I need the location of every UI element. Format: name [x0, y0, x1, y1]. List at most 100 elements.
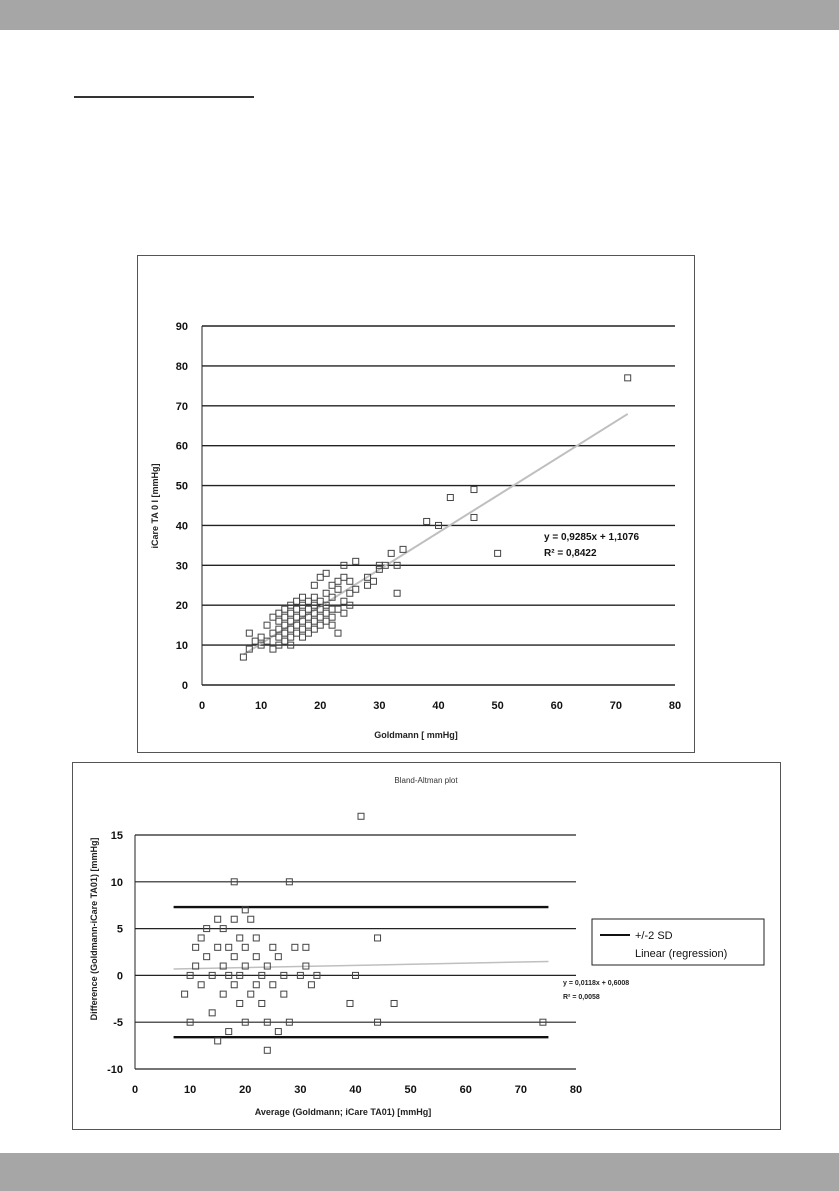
chart2-data-point — [241, 943, 249, 951]
chart2-data-point — [219, 925, 227, 933]
chart2-data-point — [241, 1018, 249, 1026]
chart2-gridlines — [134, 834, 576, 1070]
chart1-data-point — [310, 581, 318, 589]
chart1-x-tick-label: 10 — [255, 700, 267, 712]
chart1-x-tick-label: 40 — [432, 700, 444, 712]
chart2-data-point — [274, 953, 282, 961]
chart1-data-point — [310, 609, 318, 617]
chart1-data-point — [269, 613, 277, 621]
chart1-data-point — [393, 589, 401, 597]
chart2-data-point — [247, 990, 255, 998]
chart1-data-point — [299, 609, 307, 617]
chart2-data-point — [203, 953, 211, 961]
chart1-data-point — [340, 573, 348, 581]
legend-label-sd: +/-2 SD — [635, 930, 673, 942]
chart1-data-point — [281, 637, 289, 645]
chart1-x-tick-label: 0 — [199, 700, 205, 712]
chart1-data-point — [387, 549, 395, 557]
chart1-r-squared: R² = 0,8422 — [544, 548, 597, 559]
chart1-data-point — [293, 613, 301, 621]
chart1-data-point — [340, 609, 348, 617]
chart1-y-tick-label: 60 — [176, 441, 188, 453]
chart1-data-point — [299, 593, 307, 601]
chart1-data-point — [310, 593, 318, 601]
chart1-y-tick-label: 20 — [176, 600, 188, 612]
scatter-chart-panel: 0 10 20 30 40 50 60 70 80 90 0 10 20 30 40 50 60 70 80 y … — [137, 255, 695, 753]
chart1-data-point — [304, 597, 312, 605]
chart1-data-point — [257, 641, 265, 649]
chart2-data-point — [357, 812, 365, 820]
chart2-data-point — [186, 1018, 194, 1026]
chart1-x-tick-label: 80 — [669, 700, 681, 712]
chart2-data-point — [252, 981, 260, 989]
chart1-data-point — [393, 561, 401, 569]
chart1-data-point — [263, 621, 271, 629]
chart1-data-point — [346, 589, 354, 597]
chart2-data-point — [241, 906, 249, 914]
chart1-data-point — [304, 621, 312, 629]
chart2-y-tick-label: 0 — [117, 970, 123, 982]
chart2-data-point — [291, 943, 299, 951]
chart2-data-point — [214, 943, 222, 951]
chart1-data-point — [624, 374, 632, 382]
chart2-y-tick-label: -5 — [113, 1017, 123, 1029]
chart1-data-point — [334, 605, 342, 613]
chart2-regression-line — [173, 960, 549, 970]
chart1-data-point — [316, 605, 324, 613]
chart1-data-point — [310, 617, 318, 625]
chart2-data-point — [236, 934, 244, 942]
chart2-x-tick-label: 0 — [132, 1084, 138, 1096]
chart1-y-tick-label: 30 — [176, 560, 188, 572]
chart1-data-point — [304, 613, 312, 621]
chart1-data-point — [322, 569, 330, 577]
chart2-equation: y = 0,0118x + 0,6008 — [563, 980, 629, 987]
chart2-data-point — [214, 915, 222, 923]
chart1-gridlines — [201, 325, 675, 686]
chart1-data-point — [423, 517, 431, 525]
chart2-x-tick-label: 70 — [515, 1084, 527, 1096]
chart2-data-point — [203, 925, 211, 933]
chart1-data-point — [299, 625, 307, 633]
chart1-data-point — [310, 625, 318, 633]
chart1-data-point — [287, 609, 295, 617]
bland-altman-chart: Bland-Altman plot -10 -5 0 5 10 15 0 10 20 30 40 5… — [89, 776, 765, 1117]
chart1-equation: y = 0,9285x + 1,1076 — [544, 532, 640, 543]
chart1-data-point — [287, 633, 295, 641]
chart1-data-point — [375, 565, 383, 573]
chart1-y-tick-label: 10 — [176, 640, 188, 652]
chart2-data-point — [252, 953, 260, 961]
scatter-chart: 0 10 20 30 40 50 60 70 80 90 0 10 20 30 40 50 60 70 80 y … — [150, 321, 681, 740]
chart1-data-point — [257, 633, 265, 641]
chart2-data-point — [285, 878, 293, 886]
chart2-x-tick-label: 40 — [349, 1084, 361, 1096]
chart1-data-point — [352, 585, 360, 593]
chart2-data-point — [296, 971, 304, 979]
chart1-data-point — [316, 613, 324, 621]
heading-underline — [74, 96, 254, 98]
chart1-data-point — [269, 645, 277, 653]
legend-label-regression: Linear (regression) — [635, 948, 727, 960]
chart2-y-ticks: -10 -5 0 5 10 15 — [107, 830, 123, 1076]
chart1-data-point — [328, 605, 336, 613]
chart2-data-point — [247, 915, 255, 923]
chart2-limit-lines — [173, 905, 549, 1039]
chart2-data-point — [192, 962, 200, 970]
chart1-x-tick-label: 20 — [314, 700, 326, 712]
chart1-data-point — [364, 581, 372, 589]
chart1-x-tick-label: 30 — [373, 700, 385, 712]
chart2-data-point — [263, 1018, 271, 1026]
chart2-data-point — [539, 1018, 547, 1026]
chart1-data-point — [322, 589, 330, 597]
legend-box — [591, 918, 765, 966]
chart2-data-point — [230, 915, 238, 923]
chart2-y-tick-label: 15 — [111, 830, 123, 842]
chart2-y-axis-label: Difference (Goldmann-iCare TA01) [mmHg] — [89, 838, 99, 1021]
chart1-data-point — [275, 641, 283, 649]
chart2-x-tick-label: 20 — [239, 1084, 251, 1096]
chart1-data-point — [293, 621, 301, 629]
chart1-data-point — [299, 633, 307, 641]
chart1-data-point — [340, 561, 348, 569]
chart2-title: Bland-Altman plot — [394, 776, 458, 785]
chart1-data-point — [446, 494, 454, 502]
chart1-data-point — [346, 601, 354, 609]
